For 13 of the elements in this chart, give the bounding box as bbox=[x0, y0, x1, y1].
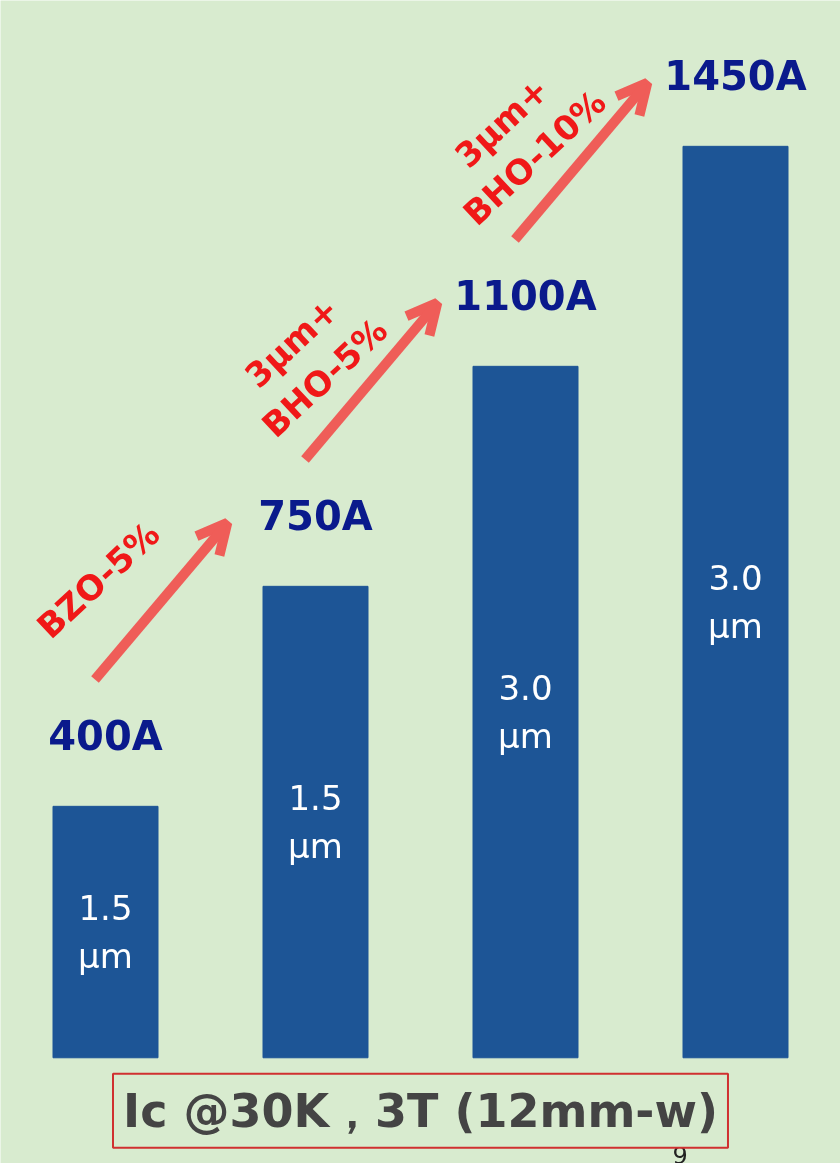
annotation: 3.0 µm bbox=[498, 668, 553, 757]
bar bbox=[472, 365, 579, 1059]
data-label: 400A bbox=[48, 712, 163, 759]
bar bbox=[682, 145, 789, 1059]
annotation: 1.5 µm bbox=[78, 888, 133, 977]
annotation: 3.0 µm bbox=[708, 558, 763, 647]
text: Ic @30K，3T (12mm-w) bbox=[123, 1083, 718, 1138]
data-label: 750A bbox=[258, 492, 373, 539]
bar bbox=[52, 805, 159, 1059]
data-label: 1100A bbox=[454, 272, 597, 319]
data-label: 1450A bbox=[664, 52, 807, 99]
bar bbox=[262, 585, 369, 1059]
annotation: 1.5 µm bbox=[288, 778, 343, 867]
